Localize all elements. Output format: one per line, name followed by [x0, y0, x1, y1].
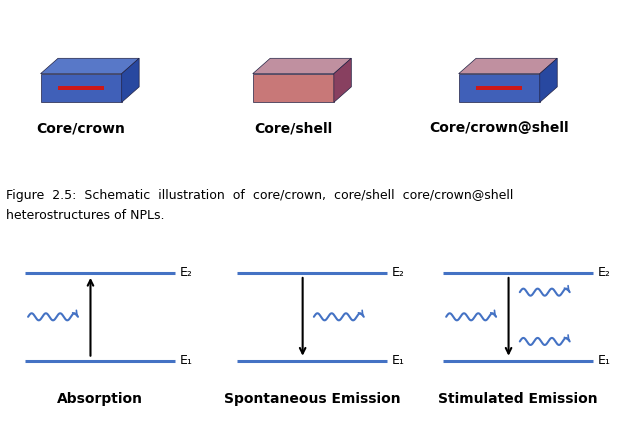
- Polygon shape: [459, 73, 540, 102]
- Text: Figure  2.5:  Schematic  illustration  of  core/crown,  core/shell  core/crown@s: Figure 2.5: Schematic illustration of co…: [6, 189, 514, 202]
- Text: E₂: E₂: [180, 266, 193, 279]
- Text: Core/crown@shell: Core/crown@shell: [429, 121, 569, 135]
- Polygon shape: [253, 58, 351, 73]
- Polygon shape: [122, 58, 139, 102]
- Text: Absorption: Absorption: [57, 392, 143, 406]
- Text: E₁: E₁: [598, 354, 611, 367]
- Polygon shape: [41, 58, 139, 73]
- Text: E₂: E₂: [598, 266, 611, 279]
- Text: Core/shell: Core/shell: [254, 121, 333, 135]
- Polygon shape: [41, 73, 122, 102]
- Text: E₁: E₁: [392, 354, 405, 367]
- Text: Spontaneous Emission: Spontaneous Emission: [223, 392, 401, 406]
- Text: Stimulated Emission: Stimulated Emission: [438, 392, 598, 406]
- Text: heterostructures of NPLs.: heterostructures of NPLs.: [6, 209, 165, 222]
- Polygon shape: [253, 73, 334, 102]
- Polygon shape: [476, 86, 522, 90]
- Text: E₂: E₂: [392, 266, 405, 279]
- Polygon shape: [58, 86, 104, 90]
- Polygon shape: [540, 58, 557, 102]
- Polygon shape: [459, 58, 557, 73]
- Text: E₁: E₁: [180, 354, 193, 367]
- Text: Core/crown: Core/crown: [37, 121, 125, 135]
- Polygon shape: [334, 58, 351, 102]
